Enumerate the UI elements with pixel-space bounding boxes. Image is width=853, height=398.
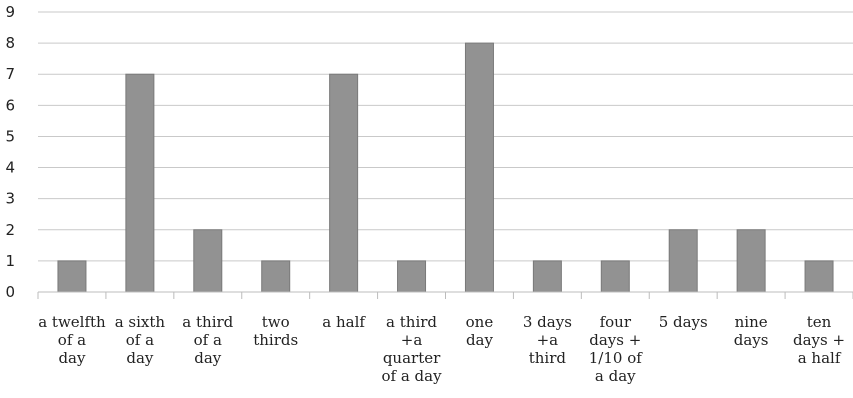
x-category-label: a third of a day [182,313,233,367]
x-category-label: a sixth of a day [115,313,166,367]
x-category-label-line: four [600,313,632,331]
x-axis [37,291,853,299]
x-category-label-line: days [734,331,769,349]
x-category-label-line: +a [401,331,423,349]
x-category-label-line: day [58,349,86,367]
x-category-label-line: of a day [381,367,442,385]
bar [329,73,359,293]
bar [600,260,630,293]
x-category-label: a half [322,313,366,331]
x-category-label-line: a third [386,313,437,331]
y-tick-label: 1 [5,252,15,270]
x-category-label: 5 days [659,313,708,331]
bar [397,260,427,293]
x-category-label-line: of a [58,331,86,349]
x-category-label: one day [466,313,494,349]
x-category-label-line: of a [126,331,154,349]
x-category-label: nine days [734,313,769,349]
x-category-label-line: a twelfth [38,313,106,331]
y-tick-label: 9 [5,3,15,21]
x-category-label-line: nine [735,313,768,331]
x-category-label-line: thirds [253,331,298,349]
x-category-label-line: a half [322,313,366,331]
x-category-label-line: +a [537,331,559,349]
x-category-label-line: days + [589,331,641,349]
x-category-label-line: day [126,349,154,367]
bar [193,229,223,293]
x-category-label-line: 1/10 of [589,349,643,367]
x-category-label-line: quarter [383,349,441,367]
x-category-label-line: one [466,313,494,331]
x-category-label: four days +1/10 of a day [589,313,643,385]
x-category-label-line: of a [194,331,222,349]
x-category-label: a third +a quarter of a day [381,313,442,385]
bar [125,73,155,293]
x-category-label-line: third [529,349,567,367]
y-tick-label: 5 [5,127,15,145]
x-category-label-line: a sixth [115,313,166,331]
x-category-label-line: a half [798,349,842,367]
x-category-label-line: two [262,313,290,331]
x-category-label: a twelfth of a day [38,313,106,367]
x-category-label-line: days + [793,331,845,349]
bar [668,229,698,293]
x-category-label: two thirds [253,313,298,349]
y-tick-label: 0 [5,283,15,301]
gridlines [38,11,853,262]
bar [57,260,87,293]
x-category-label: 3 days +a third [523,313,572,367]
y-tick-label: 4 [5,159,15,177]
bar [532,260,562,293]
x-category-label-line: a day [595,367,636,385]
bars [57,42,834,293]
bar [261,260,291,293]
x-category-label-line: 3 days [523,313,572,331]
x-category-label-line: day [466,331,494,349]
bar [464,42,494,293]
x-category-label-line: a third [182,313,233,331]
y-tick-label: 2 [5,221,15,239]
y-tick-labels: 0 1 2 3 4 5 6 7 8 9 [5,3,15,301]
x-category-label-line: day [194,349,222,367]
x-category-label-line: 5 days [659,313,708,331]
bar [804,260,834,293]
y-tick-label: 3 [5,190,15,208]
y-tick-label: 6 [5,96,15,114]
x-category-label-line: ten [807,313,832,331]
y-tick-label: 7 [5,65,15,83]
bar [736,229,766,293]
x-category-label: ten days + a half [793,313,845,367]
y-tick-label: 8 [5,34,15,52]
